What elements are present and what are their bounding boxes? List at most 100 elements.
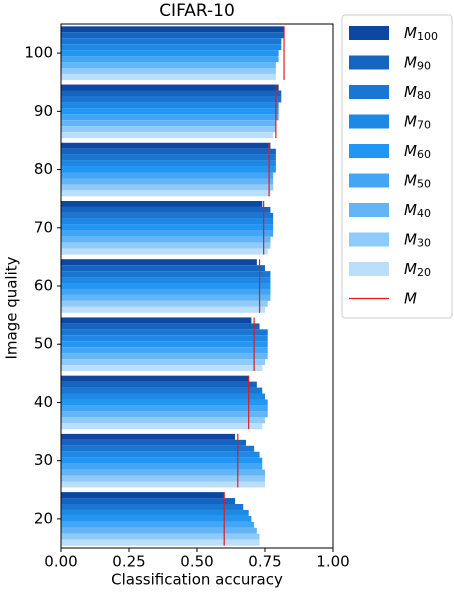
bar: [61, 38, 282, 45]
legend-swatch: [349, 114, 389, 129]
bar: [61, 283, 271, 289]
bar: [61, 56, 279, 63]
bar: [61, 365, 263, 372]
bar: [61, 67, 276, 74]
bar: [61, 347, 268, 354]
bar: [61, 114, 279, 121]
bar: [61, 265, 265, 272]
bar: [61, 469, 265, 476]
bar: [61, 509, 249, 516]
bar: [61, 190, 271, 197]
x-tick-label: 0.50: [180, 553, 213, 571]
bar: [61, 96, 282, 103]
bar: [61, 44, 282, 51]
bar: [61, 329, 268, 336]
bar: [61, 504, 244, 510]
bar: [61, 387, 263, 394]
bar: [61, 172, 274, 179]
bar: [61, 206, 271, 213]
bar: [61, 323, 260, 330]
y-tick-label: 50: [34, 335, 53, 353]
bar: [61, 259, 257, 266]
bar: [61, 341, 268, 348]
bar: [61, 184, 274, 191]
bar: [61, 527, 257, 534]
legend-swatch: [349, 55, 389, 70]
bar: [61, 393, 265, 400]
x-tick-label: 0.00: [44, 553, 77, 571]
bar: [61, 132, 274, 139]
bar: [61, 62, 276, 68]
bar: [61, 277, 271, 284]
bar: [61, 399, 268, 406]
bar: [61, 126, 276, 133]
bar: [61, 306, 265, 313]
bar: [61, 405, 268, 412]
bar: [61, 212, 274, 219]
bar: [61, 294, 271, 301]
bar: [61, 451, 260, 458]
legend-label: M40: [404, 201, 431, 221]
y-tick-label: 60: [34, 277, 53, 295]
bar: [61, 218, 274, 225]
bar: [61, 142, 271, 149]
bar: [61, 230, 274, 237]
bar: [61, 457, 263, 464]
x-axis-label: Classification accuracy: [111, 571, 283, 589]
bar: [61, 359, 265, 366]
bar: [61, 492, 225, 499]
y-tick-label: 100: [24, 44, 53, 62]
bar: [61, 108, 279, 115]
bar: [61, 148, 276, 155]
bar: [61, 160, 276, 167]
y-tick-label: 80: [34, 160, 53, 178]
bar: [61, 521, 255, 528]
legend-label: M70: [404, 112, 431, 132]
bar: [61, 84, 279, 91]
bar: [61, 242, 271, 249]
bar: [61, 411, 268, 418]
y-tick-label: 40: [34, 393, 53, 411]
bar: [61, 539, 260, 546]
legend-swatch: [349, 26, 389, 40]
bar: [61, 90, 282, 97]
x-tick-label: 0.25: [112, 553, 145, 571]
bar: [61, 120, 276, 127]
bar: [61, 515, 252, 522]
bar: [61, 102, 279, 109]
bar: [61, 288, 271, 295]
legend-label: M30: [404, 230, 431, 250]
legend-swatch: [349, 262, 389, 276]
bar: [61, 200, 263, 207]
legend-label: M: [404, 289, 417, 307]
bar: [61, 433, 236, 440]
bar: [61, 154, 276, 161]
bar: [61, 178, 274, 185]
bar: [61, 271, 271, 278]
bar: [61, 445, 255, 452]
legend-swatch: [349, 85, 389, 99]
legend-label: M50: [404, 171, 431, 191]
bar: [61, 166, 276, 173]
x-tick-label: 1.00: [316, 553, 349, 571]
bar: [61, 439, 246, 446]
legend-swatch: [349, 203, 389, 217]
bar: [61, 498, 236, 505]
bar: [61, 317, 252, 324]
bar: [61, 300, 268, 307]
bar: [61, 335, 268, 342]
bar: [61, 533, 260, 540]
y-tick-label: 90: [34, 102, 53, 120]
legend-label: M100: [404, 24, 438, 44]
x-tick-label: 0.75: [248, 553, 281, 571]
bar: [61, 463, 263, 470]
legend-label: M20: [404, 260, 431, 280]
bar: [61, 475, 265, 482]
bar: [61, 50, 279, 57]
legend-swatch: [349, 173, 389, 188]
legend-swatch: [349, 144, 389, 158]
y-axis-label: Image quality: [3, 256, 21, 359]
y-tick-label: 70: [34, 218, 53, 236]
legend-label: M60: [404, 142, 431, 162]
bar: [61, 353, 268, 360]
